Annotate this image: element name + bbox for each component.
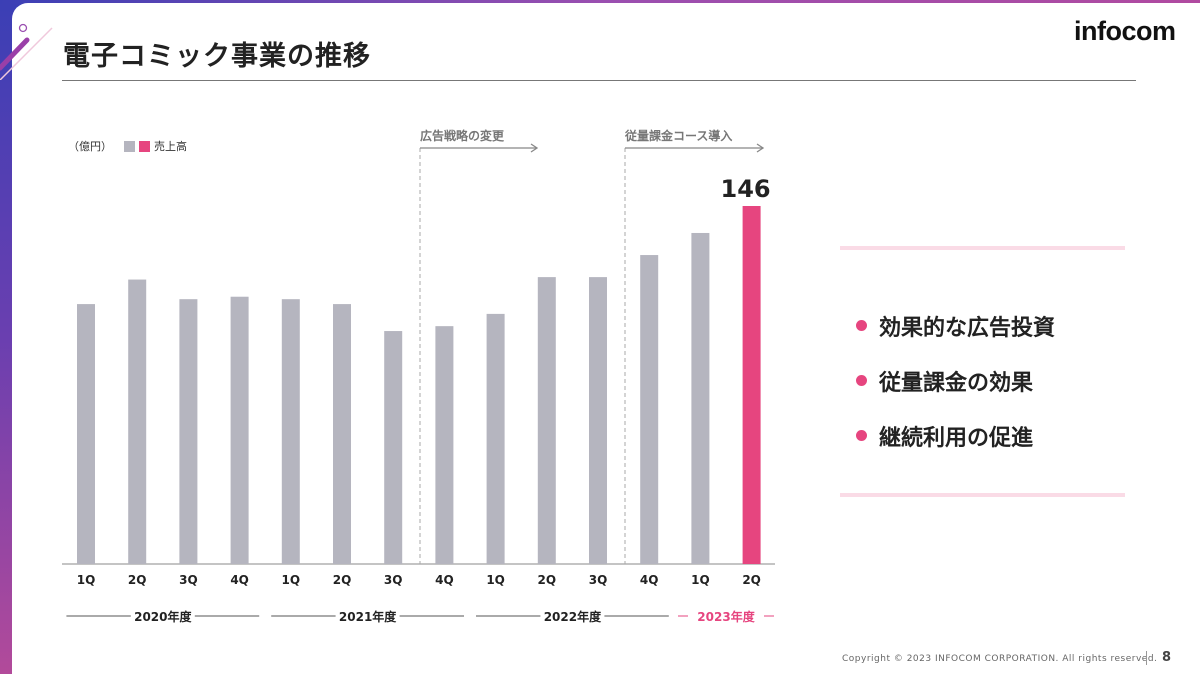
x-tick-label: 1Q [691, 573, 710, 587]
bullet-dot-icon [856, 430, 867, 441]
bar-2 [179, 299, 198, 564]
unit-label: （億円） [68, 140, 112, 153]
arrow-head-icon [756, 143, 765, 153]
legend-swatch-gray [124, 140, 135, 152]
x-tick-label: 3Q [589, 573, 608, 587]
bar-8 [486, 313, 505, 564]
infocom-logo: infocom [1074, 16, 1176, 46]
x-tick-label: 4Q [230, 573, 249, 587]
bar-5 [333, 304, 351, 564]
bullet-item: 従量課金の効果 [856, 353, 1055, 408]
x-tick-label: 3Q [179, 573, 198, 587]
bar-3 [230, 296, 249, 564]
legend-swatch-pink [139, 140, 150, 152]
x-tick-label: 2Q [333, 573, 352, 587]
annotation-ad-strategy: 広告戦略の変更 [420, 129, 505, 143]
x-tick-label: 4Q [435, 573, 454, 587]
decoration-icon [0, 23, 53, 80]
bar-1 [128, 279, 147, 564]
bar-13 [742, 206, 761, 564]
x-tick-label: 2Q [538, 573, 557, 587]
x-tick-label: 2Q [128, 573, 147, 587]
bar-10 [589, 277, 607, 564]
x-tick-label: 3Q [384, 573, 403, 587]
bullet-item: 継続利用の促進 [856, 408, 1055, 463]
pink-divider-bottom [840, 493, 1125, 497]
bar-11 [640, 255, 659, 565]
year-label: 2022年度 [544, 609, 602, 624]
page-number: 8 [1162, 650, 1172, 665]
page-title: 電子コミック事業の推移 [63, 41, 371, 72]
bar-6 [384, 331, 403, 564]
bar-9 [537, 277, 556, 564]
bullet-item: 効果的な広告投資 [856, 298, 1055, 353]
copyright: Copyright © 2023 INFOCOM CORPORATION. Al… [842, 654, 1158, 664]
x-tick-label: 1Q [282, 573, 301, 587]
bullet-dot-icon [856, 320, 867, 331]
chart-legend: （億円） 売上高 [68, 138, 187, 154]
x-tick-label: 2Q [742, 573, 761, 587]
bar-0 [77, 304, 95, 564]
year-label: 2020年度 [134, 609, 192, 624]
top-gradient-bar [0, 0, 1200, 4]
year-label: 2023年度 [697, 609, 755, 624]
x-tick-label: 4Q [640, 573, 659, 587]
annotation-metered-plan: 従量課金コース導入 [625, 129, 733, 143]
legend-label: 売上高 [154, 140, 187, 153]
arrow-head-icon [530, 143, 539, 153]
title-divider [62, 80, 1136, 81]
bar-chart: 1Q 2Q 3Q 4Q 1Q 2Q 3Q 4Q 1Q 2Q 3Q 4Q 1Q 2Q 146 2020年度 202… [62, 143, 775, 624]
x-tick-label: 1Q [77, 573, 96, 587]
data-label: 146 [721, 175, 771, 203]
bullet-list: 効果的な広告投資 従量課金の効果 継続利用の促進 [856, 298, 1055, 463]
bar-4 [281, 299, 300, 564]
bar-12 [691, 232, 710, 564]
bar-7 [435, 326, 454, 564]
x-tick-label: 1Q [486, 573, 505, 587]
footer-separator [1146, 651, 1147, 665]
year-label: 2021年度 [339, 609, 397, 624]
bullet-dot-icon [856, 375, 867, 386]
pink-divider-top [840, 246, 1125, 250]
